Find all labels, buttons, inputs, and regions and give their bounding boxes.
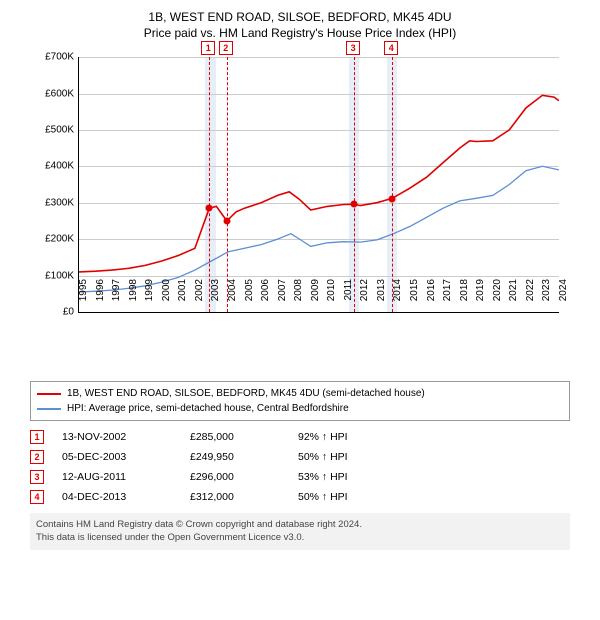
x-tick-label: 2020: [492, 279, 503, 319]
plot-region: [78, 57, 559, 313]
transaction-index: 4: [30, 490, 44, 504]
x-tick-label: 2000: [161, 279, 172, 319]
transaction-row: 1 13-NOV-2002 £285,000 92% ↑ HPI: [30, 427, 570, 447]
x-tick-label: 2014: [392, 279, 403, 319]
x-tick-label: 2008: [293, 279, 304, 319]
event-flag: 3: [346, 41, 360, 55]
transaction-price: £285,000: [190, 431, 280, 443]
transaction-hpi: 53% ↑ HPI: [298, 471, 388, 483]
x-tick-label: 2010: [326, 279, 337, 319]
transaction-row: 3 12-AUG-2011 £296,000 53% ↑ HPI: [30, 467, 570, 487]
y-tick-label: £100K: [30, 270, 74, 281]
y-tick-label: £400K: [30, 161, 74, 172]
chart-container: 1B, WEST END ROAD, SILSOE, BEDFORD, MK45…: [0, 0, 600, 620]
x-tick-label: 2021: [508, 279, 519, 319]
x-tick-label: 2023: [541, 279, 552, 319]
transaction-price: £249,950: [190, 451, 280, 463]
series-subject: [79, 95, 559, 272]
chart-area: £0 £100K £200K £300K £400K £500K £600K £700K 199…: [30, 47, 570, 377]
x-tick-label: 1995: [78, 279, 89, 319]
transaction-index: 1: [30, 430, 44, 444]
y-tick-label: £200K: [30, 234, 74, 245]
event-vline: [209, 57, 210, 312]
x-tick-label: 1996: [95, 279, 106, 319]
x-tick-label: 1997: [111, 279, 122, 319]
transaction-row: 4 04-DEC-2013 £312,000 50% ↑ HPI: [30, 487, 570, 507]
x-tick-label: 2018: [459, 279, 470, 319]
footer-line-1: Contains HM Land Registry data © Crown c…: [36, 519, 564, 531]
transaction-index: 2: [30, 450, 44, 464]
y-tick-label: £300K: [30, 197, 74, 208]
transaction-date: 12-AUG-2011: [62, 471, 172, 483]
transaction-hpi: 92% ↑ HPI: [298, 431, 388, 443]
x-tick-label: 2001: [177, 279, 188, 319]
x-tick-label: 2019: [475, 279, 486, 319]
y-tick-label: £700K: [30, 52, 74, 63]
transaction-price: £296,000: [190, 471, 280, 483]
series-hpi: [79, 166, 559, 292]
x-tick-label: 2016: [426, 279, 437, 319]
transaction-date: 05-DEC-2003: [62, 451, 172, 463]
transaction-marker: [206, 205, 213, 212]
y-tick-label: £0: [30, 307, 74, 318]
x-tick-label: 2022: [525, 279, 536, 319]
x-tick-label: 1998: [128, 279, 139, 319]
legend-swatch: [37, 393, 61, 395]
transaction-hpi: 50% ↑ HPI: [298, 491, 388, 503]
x-tick-label: 2007: [277, 279, 288, 319]
chart-title: 1B, WEST END ROAD, SILSOE, BEDFORD, MK45…: [10, 10, 590, 41]
x-tick-label: 2006: [260, 279, 271, 319]
x-tick-label: 2012: [359, 279, 370, 319]
event-vline: [227, 57, 228, 312]
x-tick-label: 2017: [442, 279, 453, 319]
transaction-hpi: 50% ↑ HPI: [298, 451, 388, 463]
x-tick-label: 2009: [310, 279, 321, 319]
legend-box: 1B, WEST END ROAD, SILSOE, BEDFORD, MK45…: [30, 381, 570, 421]
event-vline: [392, 57, 393, 312]
x-tick-label: 2013: [376, 279, 387, 319]
transaction-date: 04-DEC-2013: [62, 491, 172, 503]
transaction-marker: [223, 218, 230, 225]
legend-label: HPI: Average price, semi-detached house,…: [67, 401, 349, 416]
event-flag: 1: [201, 41, 215, 55]
event-flag: 4: [384, 41, 398, 55]
line-layer: [79, 57, 559, 312]
transaction-date: 13-NOV-2002: [62, 431, 172, 443]
transaction-table: 1 13-NOV-2002 £285,000 92% ↑ HPI 2 05-DEC-200…: [30, 427, 570, 507]
x-tick-label: 1999: [144, 279, 155, 319]
y-tick-label: £600K: [30, 88, 74, 99]
legend-swatch: [37, 408, 61, 410]
legend-item: HPI: Average price, semi-detached house,…: [37, 401, 563, 416]
title-line-2: Price paid vs. HM Land Registry's House …: [10, 26, 590, 42]
transaction-price: £312,000: [190, 491, 280, 503]
x-tick-label: 2002: [194, 279, 205, 319]
event-vline: [354, 57, 355, 312]
transaction-marker: [351, 201, 358, 208]
x-tick-label: 2003: [210, 279, 221, 319]
x-tick-label: 2004: [227, 279, 238, 319]
y-tick-label: £500K: [30, 125, 74, 136]
x-tick-label: 2011: [343, 279, 354, 319]
title-line-1: 1B, WEST END ROAD, SILSOE, BEDFORD, MK45…: [10, 10, 590, 26]
transaction-marker: [389, 195, 396, 202]
event-flag: 2: [219, 41, 233, 55]
legend-item: 1B, WEST END ROAD, SILSOE, BEDFORD, MK45…: [37, 386, 563, 401]
transaction-row: 2 05-DEC-2003 £249,950 50% ↑ HPI: [30, 447, 570, 467]
transaction-index: 3: [30, 470, 44, 484]
footer-note: Contains HM Land Registry data © Crown c…: [30, 513, 570, 550]
x-tick-label: 2024: [558, 279, 569, 319]
x-tick-label: 2015: [409, 279, 420, 319]
footer-line-2: This data is licensed under the Open Gov…: [36, 532, 564, 544]
legend-label: 1B, WEST END ROAD, SILSOE, BEDFORD, MK45…: [67, 386, 425, 401]
x-tick-label: 2005: [244, 279, 255, 319]
